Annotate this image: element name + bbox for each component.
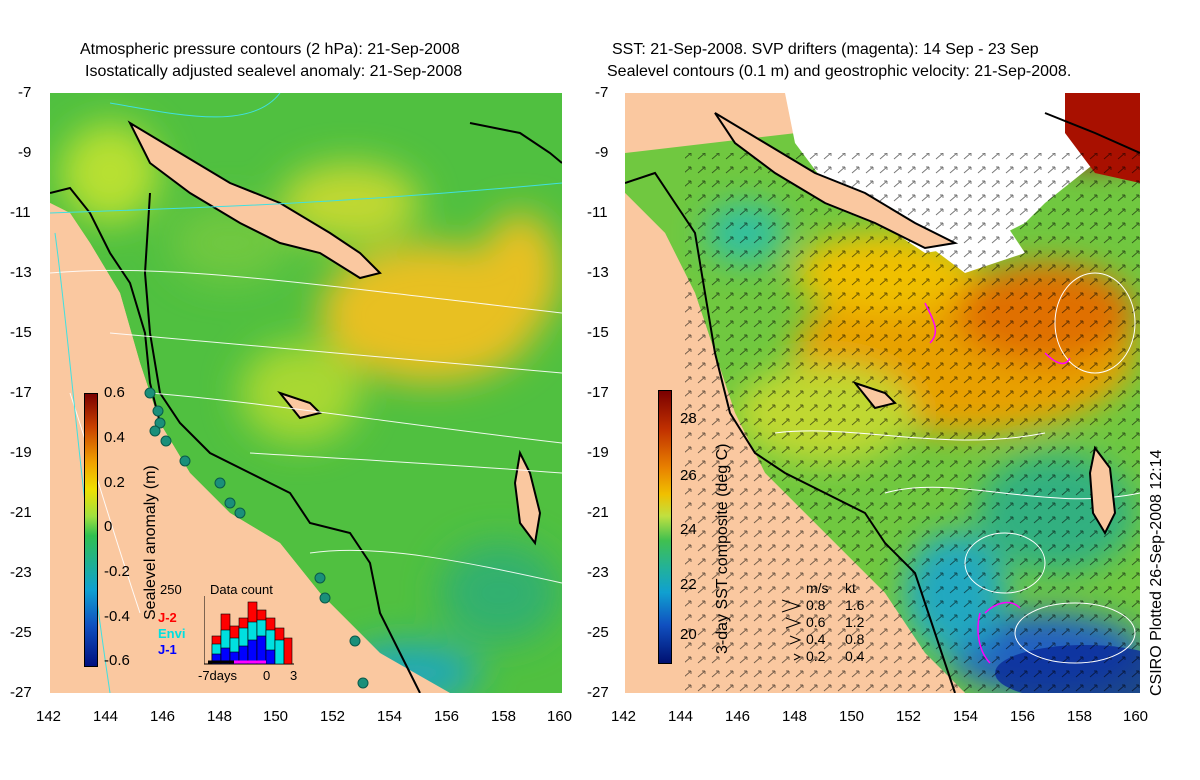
data-count-title: Data count [210,582,273,597]
right-cbar-tick-4: 20 [680,626,697,643]
right-lat-tick: -15 [587,324,609,341]
left-lon-tick: 156 [434,708,460,725]
ocean-field [50,93,562,693]
plot-credit: CSIRO Plotted 26-Sep-2008 12:14 [1148,449,1165,696]
coastline [625,112,1140,693]
right-lon-tick: 152 [896,708,922,725]
left-colorbar-label: Sealevel anomaly (m) [142,465,159,620]
left-lat-tick: -21 [10,504,32,521]
right-map-panel [625,93,1140,693]
right-lat-tick: -19 [587,444,609,461]
right-cbar-tick-0: 28 [680,410,697,427]
right-cbar-tick-2: 24 [680,521,697,538]
left-lat-tick: -27 [10,684,32,701]
cyan-contours [50,93,562,693]
left-cbar-tick-1: 0.4 [104,429,125,446]
left-lat-tick: -23 [10,564,32,581]
left-lon-tick: 148 [207,708,233,725]
right-lon-tick: 156 [1010,708,1036,725]
data-count-xlabel-0: -7days [198,668,238,683]
right-lon-tick: 160 [1123,708,1149,725]
data-count-series-0: J-2 [158,610,177,625]
left-lat-tick: -7 [18,84,32,101]
right-lat-tick: -23 [587,564,609,581]
right-cbar-tick-3: 22 [680,576,697,593]
sealevel-anomaly-map [50,93,562,693]
left-cbar-tick-3: 0 [104,518,113,535]
right-colorbar-label: 3-day SST composite (deg C) [714,443,731,654]
left-lat-tick: -25 [10,624,32,641]
velocity-legend-ms-3: 0.2 [806,648,826,664]
right-lat-tick: -17 [587,384,609,401]
right-lat-tick: -27 [587,684,609,701]
left-lat-tick: -15 [10,324,32,341]
left-lat-tick: -17 [10,384,32,401]
velocity-legend-kt-3: 0.4 [845,648,865,664]
velocity-legend-kt-0: 1.6 [845,597,865,613]
right-lat-tick: -9 [595,144,609,161]
right-lat-tick: -7 [595,84,609,101]
left-lon-tick: 144 [93,708,119,725]
left-lon-tick: 150 [263,708,289,725]
right-lon-tick: 144 [668,708,694,725]
right-lat-tick: -25 [587,624,609,641]
velocity-legend-ms-1: 0.6 [806,614,826,630]
left-cbar-tick-4: -0.2 [104,563,130,580]
velocity-legend-ms-0: 0.8 [806,597,826,613]
left-lon-tick: 146 [150,708,176,725]
left-lon-tick: 160 [547,708,573,725]
right-lon-tick: 150 [839,708,865,725]
velocity-legend-kt-2: 0.8 [845,631,865,647]
right-title-line1: SST: 21-Sep-2008. SVP drifters (magenta)… [612,41,1039,58]
right-lat-tick: -13 [587,264,609,281]
right-title-line2: Sealevel contours (0.1 m) and geostrophi… [607,63,1072,80]
data-count-series-1: Envi [158,626,186,641]
pressure-contours [50,269,562,614]
left-lon-tick: 154 [377,708,403,725]
data-count-xlabel-2: 3 [290,668,298,683]
right-lon-tick: 154 [953,708,979,725]
velocity-legend-ms-2: 0.4 [806,631,826,647]
right-lat-tick: -21 [587,504,609,521]
left-lat-tick: -19 [10,444,32,461]
left-lat-tick: -9 [18,144,32,161]
velocity-legend-kt-1: 1.2 [845,614,865,630]
left-cbar-tick-2: 0.2 [104,474,125,491]
svp-drifter-tracks [924,302,1071,664]
left-cbar-tick-0: 0.6 [104,384,125,401]
left-title-line2: Isostatically adjusted sealevel anomaly:… [85,63,463,80]
coastline [50,120,562,693]
left-map-panel [50,93,562,693]
right-lon-tick: 142 [611,708,637,725]
right-lat-tick: -11 [587,204,608,221]
velocity-legend-arrows [780,596,804,664]
right-lon-tick: 158 [1067,708,1093,725]
left-lon-tick: 142 [36,708,62,725]
right-cbar-tick-1: 26 [680,467,697,484]
velocity-legend-header-kt: kt [845,580,856,596]
data-count-xlabel-1: 0 [263,668,271,683]
tide-gauge-stations [144,387,369,689]
left-lat-tick: -11 [10,204,31,221]
right-lon-tick: 146 [725,708,751,725]
right-colorbar [658,390,672,664]
left-cbar-tick-6: -0.6 [104,652,130,669]
velocity-legend-header-ms: m/s [806,580,829,596]
sst-map [625,93,1140,693]
left-cbar-tick-5: -0.4 [104,608,130,625]
left-lat-tick: -13 [10,264,32,281]
data-count-series-2: J-1 [158,642,177,657]
left-colorbar [84,393,98,667]
right-lon-tick: 148 [782,708,808,725]
data-count-ymax: 250 [160,582,182,597]
left-lon-tick: 152 [320,708,346,725]
left-title-line1: Atmospheric pressure contours (2 hPa): 2… [80,41,460,58]
data-count-histogram [203,596,294,666]
left-lon-tick: 158 [491,708,517,725]
